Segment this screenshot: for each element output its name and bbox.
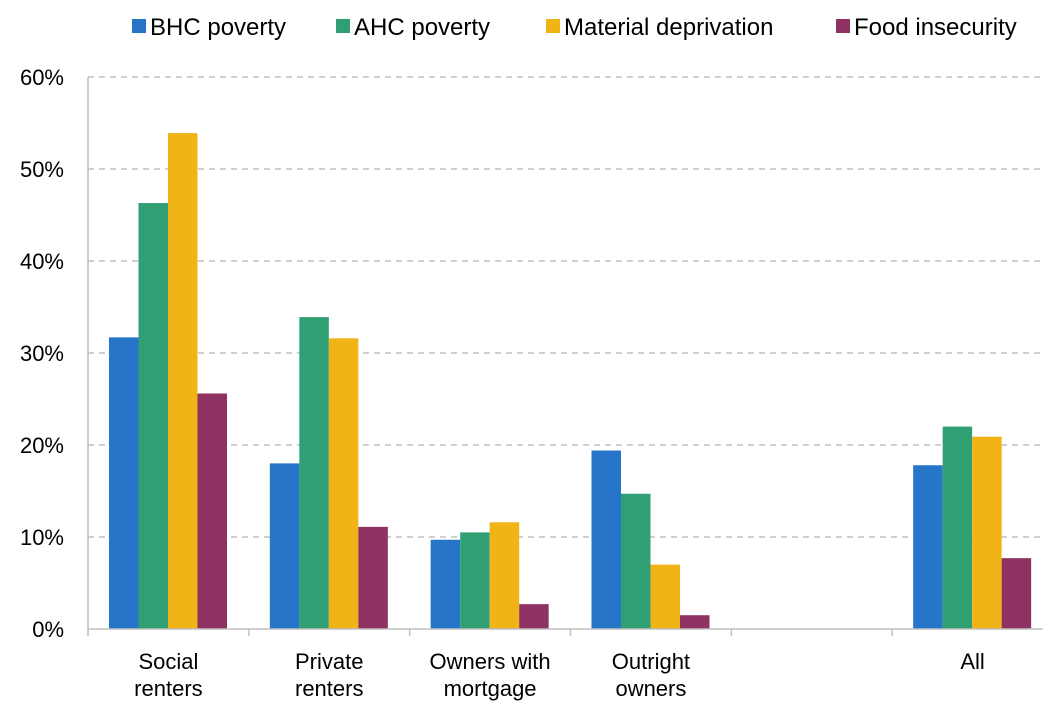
bar-bhc-poverty <box>269 463 300 629</box>
bar-ahc-poverty <box>299 317 329 629</box>
bar-material-deprivation <box>168 133 198 629</box>
legend-item: AHC poverty <box>336 14 490 41</box>
y-tick-label: 10% <box>20 525 64 550</box>
y-axis-ticks: 0% 10% 20% 30% 40% 50% 60% <box>20 65 64 642</box>
y-tick-label: 60% <box>20 65 64 90</box>
bar-bhc-poverty <box>109 337 139 629</box>
bar-food-insecurity <box>1001 558 1032 629</box>
x-tick-label: mortgage <box>444 676 537 701</box>
bars <box>109 133 1032 630</box>
bar-food-insecurity <box>197 393 227 629</box>
bar-food-insecurity <box>358 526 388 629</box>
bar-bhc-poverty <box>591 450 621 629</box>
y-tick-label: 50% <box>20 157 64 182</box>
legend-label: Food insecurity <box>854 14 1017 41</box>
bar-food-insecurity <box>519 604 549 629</box>
y-tick-label: 0% <box>32 617 64 642</box>
y-tick-label: 30% <box>20 341 64 366</box>
y-tick-label: 20% <box>20 433 64 458</box>
x-tick-label: Private <box>295 649 363 674</box>
legend-swatch <box>546 19 560 33</box>
legend-swatch <box>836 19 850 33</box>
bar-ahc-poverty <box>460 532 490 629</box>
bar-food-insecurity <box>680 615 710 629</box>
gridlines <box>88 76 1040 538</box>
legend-swatch <box>336 19 350 33</box>
x-tick-label: Owners with <box>430 649 551 674</box>
legend-label: AHC poverty <box>354 14 490 41</box>
bar-ahc-poverty <box>138 203 168 630</box>
legend-label: BHC poverty <box>150 14 286 41</box>
bar-material-deprivation <box>972 436 1002 629</box>
x-tick-label: All <box>960 649 984 674</box>
legend-item: BHC poverty <box>132 14 286 41</box>
bar-bhc-poverty <box>913 465 943 629</box>
x-tick-label: renters <box>295 676 363 701</box>
legend-swatch <box>132 19 146 33</box>
bar-ahc-poverty <box>621 493 651 629</box>
x-tick-label: renters <box>134 676 202 701</box>
legend-label: Material deprivation <box>564 14 773 41</box>
legend: BHC poverty AHC poverty Material deprivati… <box>132 14 1017 41</box>
x-tick-label: owners <box>615 676 686 701</box>
bar-material-deprivation <box>489 522 520 629</box>
bar-material-deprivation <box>328 338 359 629</box>
bar-bhc-poverty <box>430 539 461 629</box>
axes <box>87 77 1043 636</box>
bar-material-deprivation <box>650 564 680 629</box>
x-tick-label: Outright <box>612 649 690 674</box>
legend-item: Food insecurity <box>836 14 1017 41</box>
legend-item: Material deprivation <box>546 14 773 41</box>
x-tick-label: Social <box>138 649 198 674</box>
bar-ahc-poverty <box>942 426 973 629</box>
y-tick-label: 40% <box>20 249 64 274</box>
